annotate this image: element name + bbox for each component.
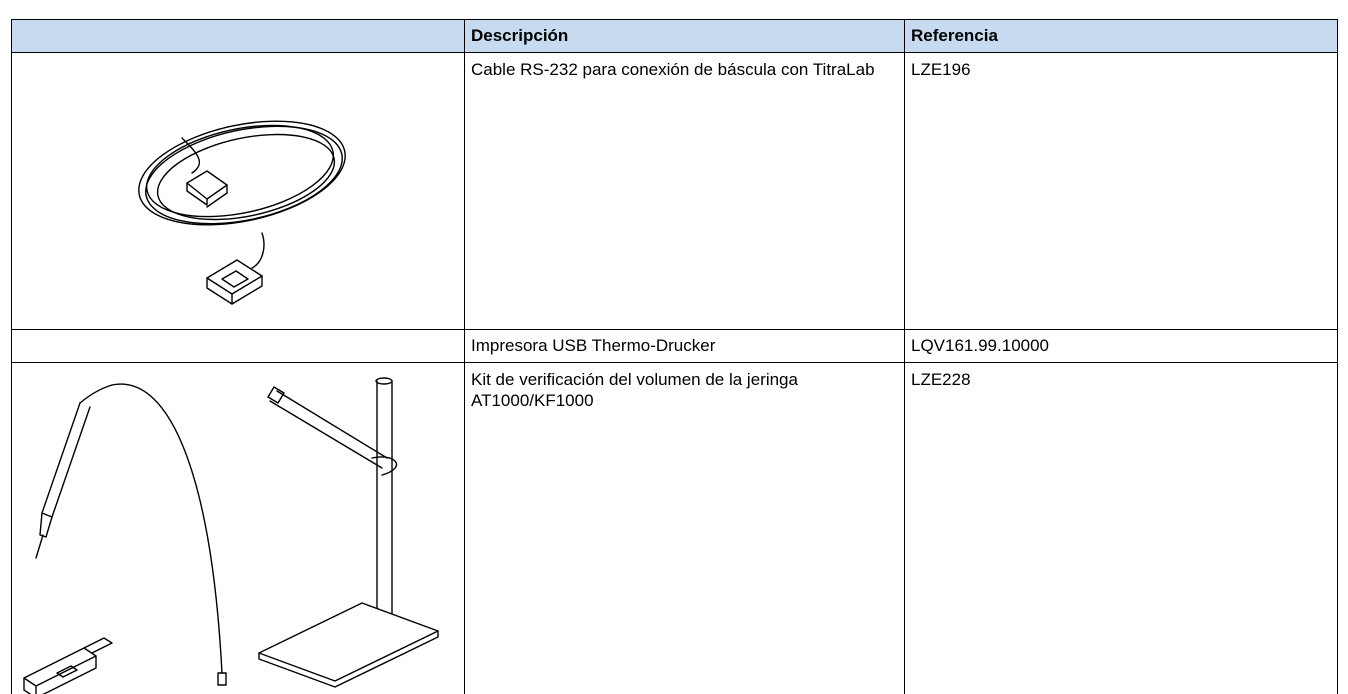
- header-image-cell: [12, 20, 465, 53]
- image-cell: [12, 363, 465, 694]
- image-cell: [12, 330, 465, 363]
- cable-illustration: [138, 120, 346, 305]
- description: Impresora USB Thermo-Drucker: [465, 330, 905, 363]
- table-row: Kit de verificación del volumen de la je…: [12, 363, 1338, 694]
- table-row: Cable RS-232 para conexión de báscula co…: [12, 53, 1338, 330]
- header-row: Descripción Referencia: [12, 20, 1338, 53]
- header-reference: Referencia: [905, 20, 1338, 53]
- table-row: Impresora USB Thermo-Drucker LQV161.99.1…: [12, 330, 1338, 363]
- header-description: Descripción: [465, 20, 905, 53]
- description: Cable RS-232 para conexión de báscula co…: [465, 53, 905, 330]
- kit-illustration: [23, 377, 439, 694]
- image-cell: [12, 53, 465, 330]
- reference: LZE228: [905, 363, 1338, 694]
- reference: LZE196: [905, 53, 1338, 330]
- parts-table: Descripción Referencia Cable RS-232 para…: [11, 19, 1338, 694]
- description: Kit de verificación del volumen de la je…: [465, 363, 905, 694]
- reference: LQV161.99.10000: [905, 330, 1338, 363]
